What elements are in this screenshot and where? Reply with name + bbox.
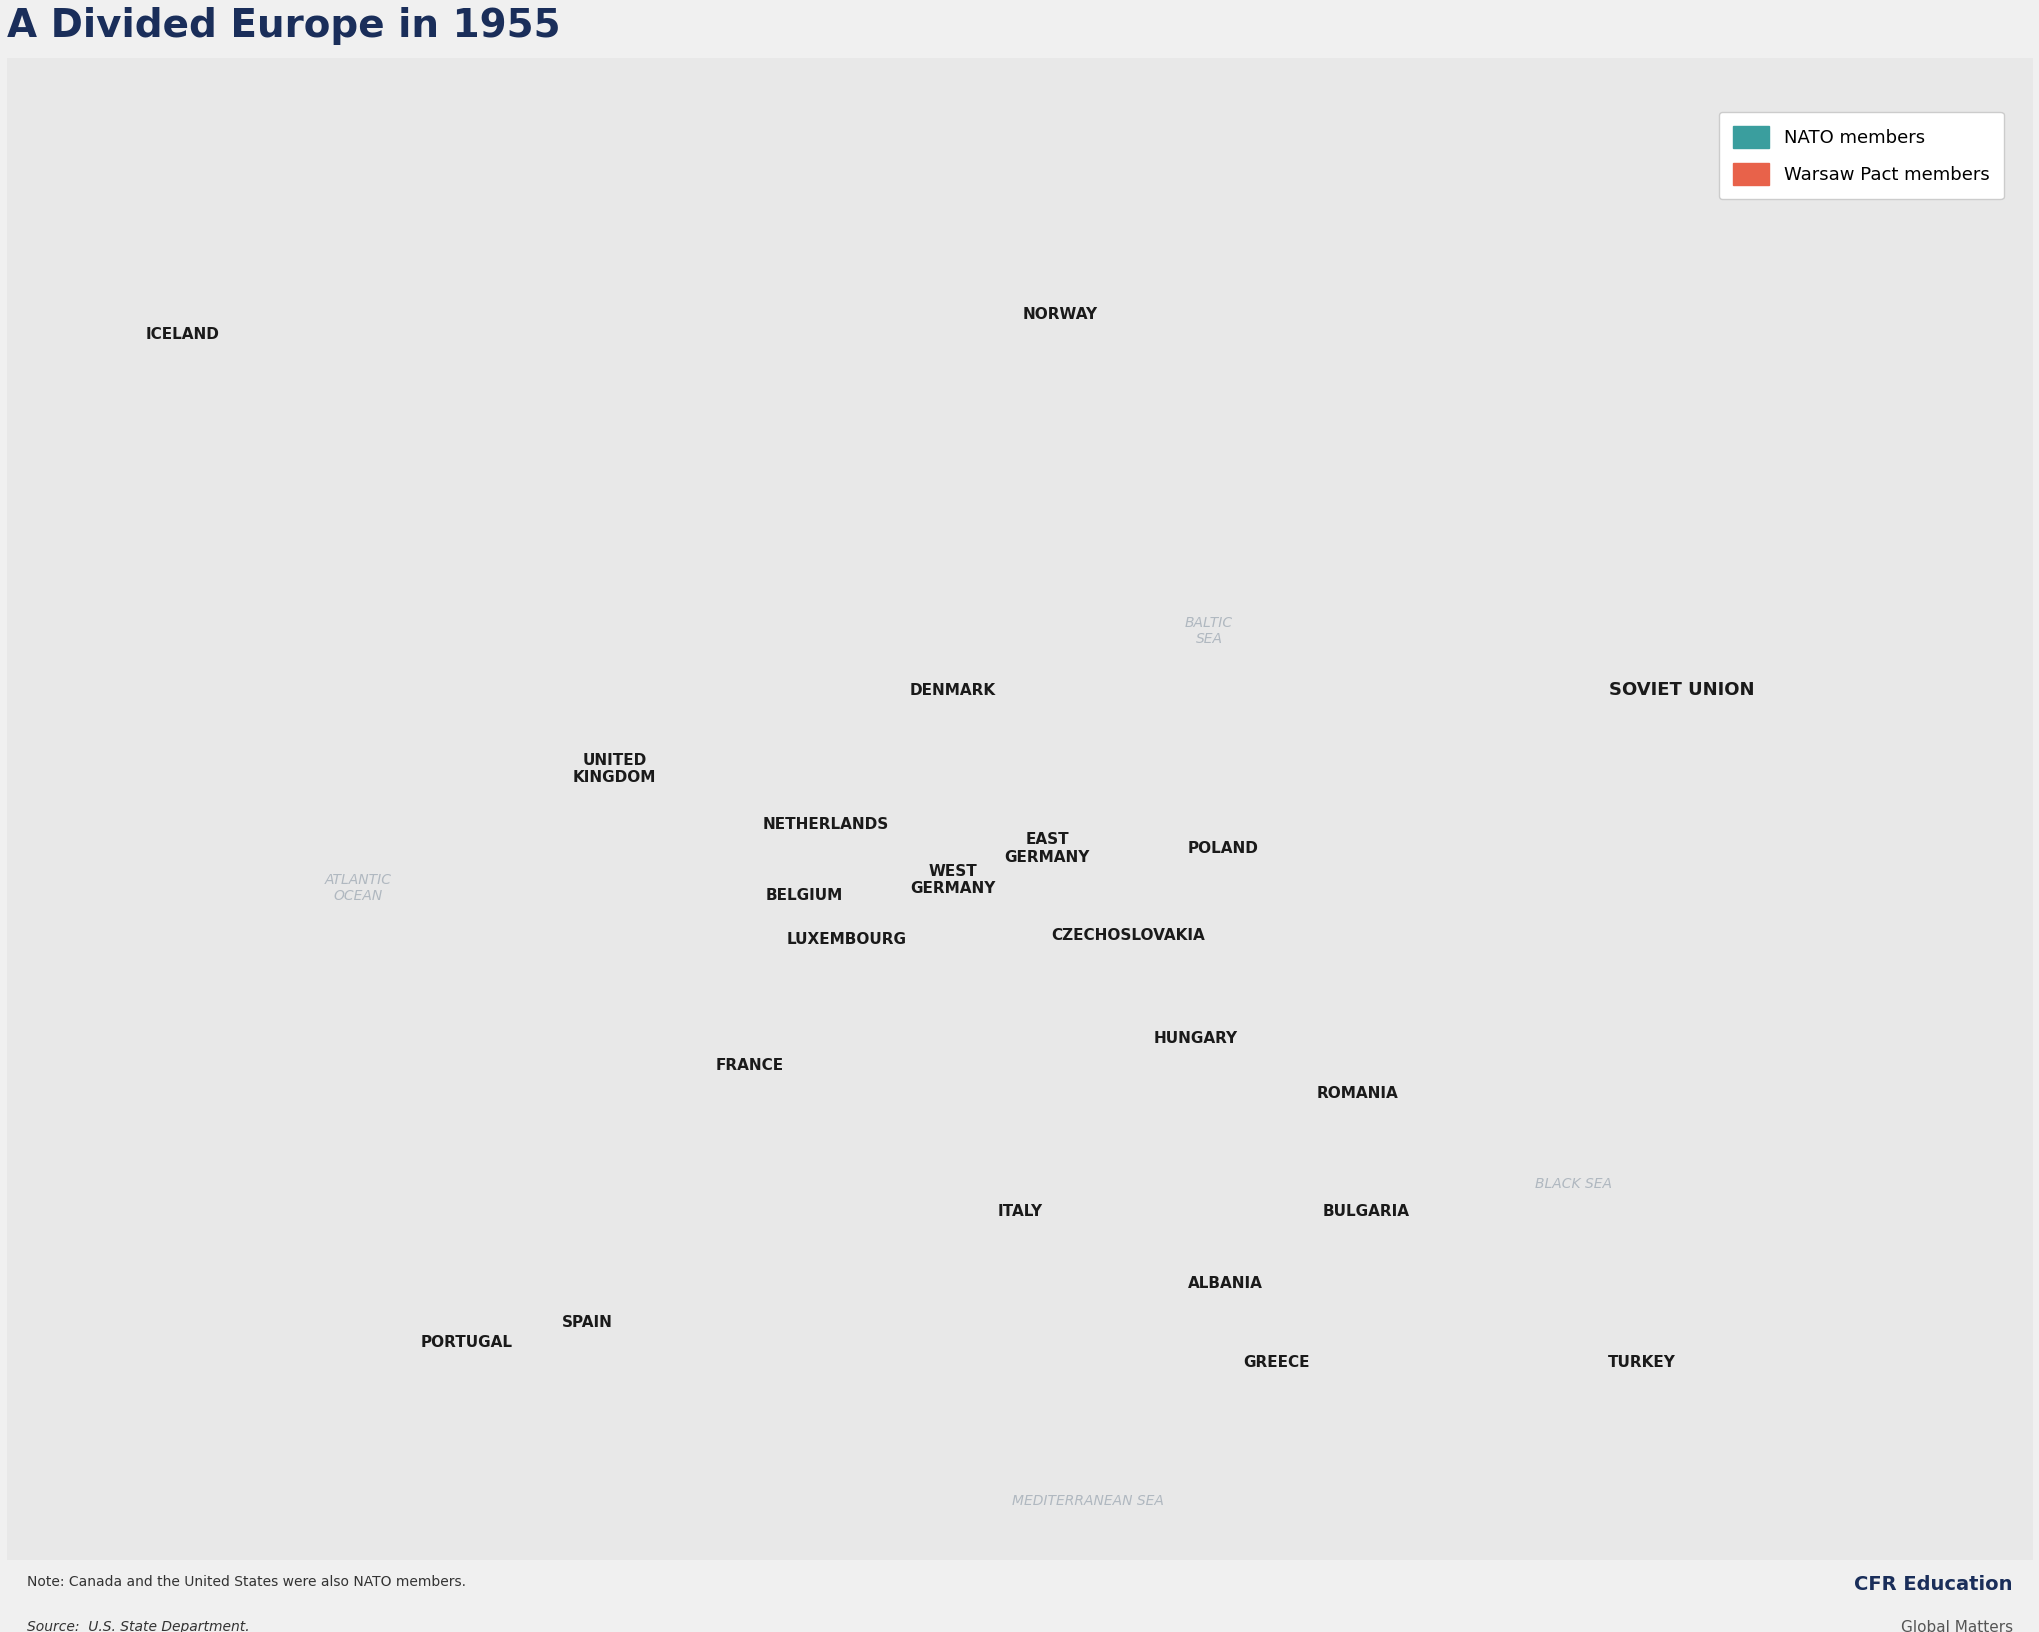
Text: ALBANIA: ALBANIA [1187, 1276, 1262, 1291]
Text: EAST
GERMANY: EAST GERMANY [1003, 832, 1089, 865]
Legend: NATO members, Warsaw Pact members: NATO members, Warsaw Pact members [1717, 113, 2002, 199]
Text: ITALY: ITALY [997, 1204, 1042, 1219]
Text: Source:  U.S. State Department.: Source: U.S. State Department. [27, 1621, 249, 1632]
Text: NETHERLANDS: NETHERLANDS [763, 818, 889, 832]
Text: LUXEMBOURG: LUXEMBOURG [787, 932, 907, 947]
Text: BULGARIA: BULGARIA [1321, 1204, 1409, 1219]
Text: ATLANTIC
OCEAN: ATLANTIC OCEAN [324, 873, 391, 902]
Text: SOVIET UNION: SOVIET UNION [1609, 681, 1754, 698]
Text: CFR Education: CFR Education [1853, 1575, 2012, 1594]
Text: TURKEY: TURKEY [1607, 1355, 1674, 1369]
Text: PORTUGAL: PORTUGAL [420, 1335, 512, 1350]
Text: ICELAND: ICELAND [145, 326, 220, 343]
Text: DENMARK: DENMARK [909, 682, 995, 698]
Text: WEST
GERMANY: WEST GERMANY [909, 863, 995, 896]
Text: Global Matters: Global Matters [1900, 1621, 2012, 1632]
Text: NORWAY: NORWAY [1022, 307, 1097, 322]
Text: SPAIN: SPAIN [563, 1315, 614, 1330]
Text: BELGIUM: BELGIUM [765, 888, 842, 902]
Text: A Divided Europe in 1955: A Divided Europe in 1955 [6, 7, 561, 46]
Text: ROMANIA: ROMANIA [1315, 1085, 1399, 1102]
Text: BALTIC
SEA: BALTIC SEA [1185, 615, 1232, 646]
Text: MEDITERRANEAN SEA: MEDITERRANEAN SEA [1011, 1493, 1162, 1508]
Text: HUNGARY: HUNGARY [1152, 1030, 1238, 1046]
Text: CZECHOSLOVAKIA: CZECHOSLOVAKIA [1050, 927, 1205, 943]
Text: POLAND: POLAND [1187, 840, 1258, 855]
Text: FRANCE: FRANCE [716, 1058, 783, 1074]
Text: GREECE: GREECE [1244, 1355, 1309, 1369]
Text: UNITED
KINGDOM: UNITED KINGDOM [573, 752, 657, 785]
Text: Note: Canada and the United States were also NATO members.: Note: Canada and the United States were … [27, 1575, 467, 1590]
Text: BLACK SEA: BLACK SEA [1535, 1177, 1611, 1191]
